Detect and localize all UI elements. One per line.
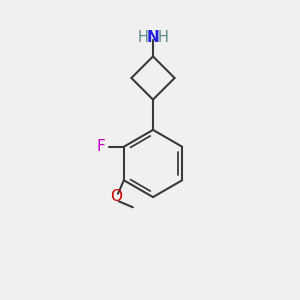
Text: H: H xyxy=(138,30,149,45)
Text: N: N xyxy=(147,30,159,45)
Text: O: O xyxy=(110,189,122,204)
Text: F: F xyxy=(97,139,105,154)
Text: H: H xyxy=(157,30,168,45)
